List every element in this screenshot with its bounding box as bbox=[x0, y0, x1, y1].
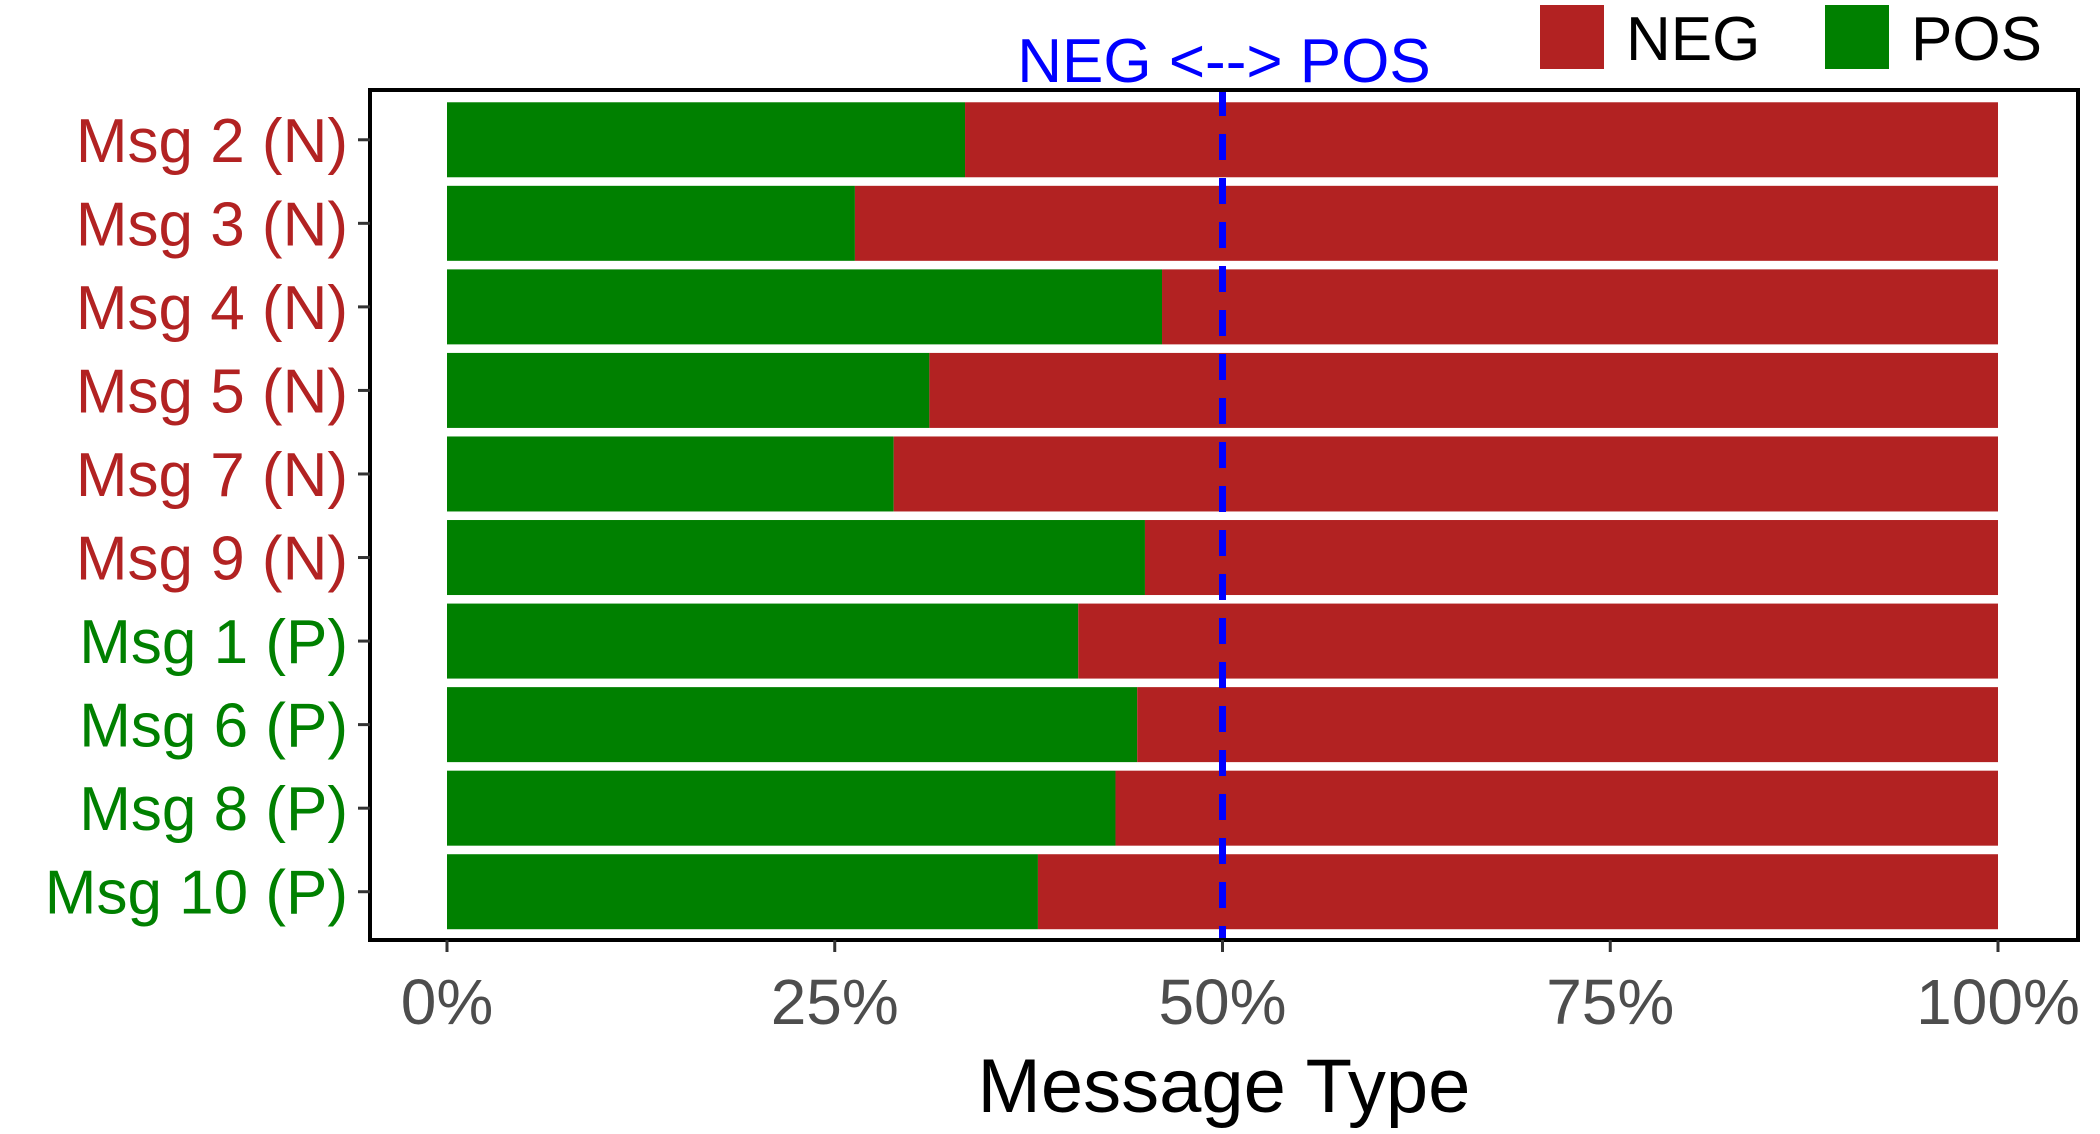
bar-pos-7 bbox=[447, 687, 1138, 763]
legend-key-pos bbox=[1825, 5, 1889, 69]
bar-neg-7 bbox=[1137, 687, 1998, 763]
bar-pos-5 bbox=[447, 520, 1145, 596]
bar-neg-4 bbox=[893, 436, 1998, 512]
x-axis: 0% 25% 50% 75% 100% bbox=[401, 940, 2080, 1038]
bar-neg-3 bbox=[929, 352, 1998, 428]
bars-layer bbox=[447, 102, 1999, 930]
bar-pos-1 bbox=[447, 185, 855, 261]
bar-pos-4 bbox=[447, 436, 894, 512]
bar-neg-0 bbox=[965, 102, 1999, 178]
x-tick-label-2: 50% bbox=[1158, 966, 1286, 1038]
y-tick-label-2: Msg 4 (N) bbox=[76, 274, 348, 343]
bar-pos-8 bbox=[447, 770, 1116, 846]
y-tick-label-7: Msg 6 (P) bbox=[79, 692, 348, 761]
y-axis: Msg 2 (N) Msg 3 (N) Msg 4 (N) Msg 5 (N) Msg … bbox=[45, 107, 370, 928]
bar-pos-3 bbox=[447, 352, 930, 428]
reference-line-label: NEG <--> POS bbox=[1017, 27, 1430, 96]
x-tick-label-1: 25% bbox=[771, 966, 899, 1038]
y-tick-label-9: Msg 10 (P) bbox=[45, 859, 348, 928]
y-tick-label-4: Msg 7 (N) bbox=[76, 441, 348, 510]
x-tick-label-3: 75% bbox=[1546, 966, 1674, 1038]
y-tick-label-8: Msg 8 (P) bbox=[79, 775, 348, 844]
bar-neg-8 bbox=[1115, 770, 1998, 846]
bar-pos-6 bbox=[447, 603, 1079, 679]
legend: NEG POS bbox=[1540, 5, 2042, 74]
bar-neg-5 bbox=[1144, 520, 1998, 596]
bar-neg-1 bbox=[854, 185, 1998, 261]
bar-neg-2 bbox=[1162, 269, 1998, 345]
bar-pos-0 bbox=[447, 102, 966, 178]
bar-pos-2 bbox=[447, 269, 1163, 345]
bar-neg-6 bbox=[1078, 603, 1998, 679]
legend-label-neg: NEG bbox=[1626, 5, 1760, 74]
y-tick-label-5: Msg 9 (N) bbox=[76, 525, 348, 594]
y-tick-label-3: Msg 5 (N) bbox=[76, 357, 348, 426]
x-axis-title: Message Type bbox=[978, 1044, 1471, 1129]
bar-neg-9 bbox=[1037, 854, 1998, 930]
y-tick-label-6: Msg 1 (P) bbox=[79, 608, 348, 677]
bar-pos-9 bbox=[447, 854, 1038, 930]
legend-key-neg bbox=[1540, 5, 1604, 69]
y-tick-label-1: Msg 3 (N) bbox=[76, 190, 348, 259]
x-tick-label-4: 100% bbox=[1916, 966, 2080, 1038]
y-tick-label-0: Msg 2 (N) bbox=[76, 107, 348, 176]
x-tick-label-0: 0% bbox=[401, 966, 494, 1038]
legend-label-pos: POS bbox=[1911, 5, 2042, 74]
